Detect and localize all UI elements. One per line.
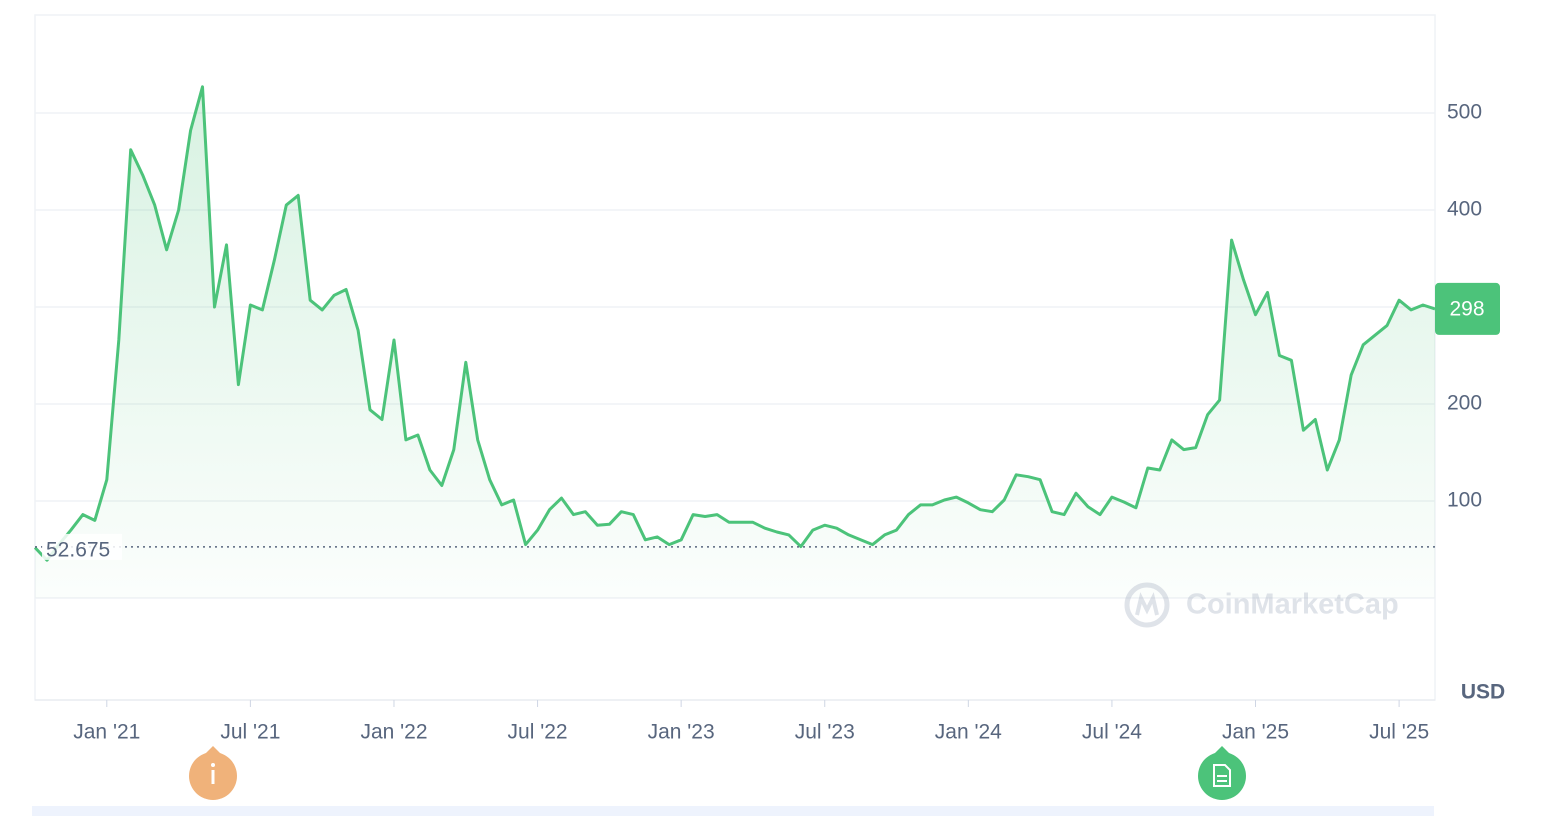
watermark-text: CoinMarketCap bbox=[1186, 589, 1399, 621]
price-area bbox=[35, 86, 1435, 599]
x-tick-label: Jan '21 bbox=[73, 721, 140, 744]
reference-label-bg bbox=[42, 533, 122, 560]
x-tick-label: Jan '22 bbox=[360, 721, 427, 744]
event-marker-info[interactable] bbox=[189, 746, 237, 800]
marker-glyph-dot bbox=[211, 763, 215, 767]
y-tick-label: 100 bbox=[1447, 489, 1482, 512]
x-tick-label: Jan '24 bbox=[935, 721, 1002, 744]
x-tick-label: Jan '23 bbox=[648, 721, 715, 744]
x-tick-label: Jul '21 bbox=[220, 721, 280, 744]
y-tick-label: 400 bbox=[1447, 198, 1482, 221]
marker-pointer bbox=[205, 746, 221, 754]
marker-glyph bbox=[1213, 764, 1231, 787]
x-tick-label: Jul '24 bbox=[1082, 721, 1142, 744]
watermark: CoinMarketCap bbox=[1124, 582, 1399, 628]
event-marker-doc[interactable] bbox=[1198, 746, 1246, 800]
x-tick-label: Jul '22 bbox=[508, 721, 568, 744]
y-tick-label: 500 bbox=[1447, 101, 1482, 124]
price-line bbox=[33, 85, 1436, 562]
reference-label: 52.675 bbox=[46, 538, 110, 561]
current-price-badge bbox=[1435, 282, 1500, 335]
x-tick-label: Jul '23 bbox=[795, 721, 855, 744]
x-tick-label: Jan '25 bbox=[1222, 721, 1289, 744]
marker-pointer bbox=[1214, 746, 1230, 754]
y-tick-label: 200 bbox=[1447, 392, 1482, 415]
watermark-logo-m bbox=[1135, 592, 1159, 616]
navigator-strip bbox=[32, 806, 1434, 816]
currency-label: USD bbox=[1461, 681, 1505, 704]
watermark-logo bbox=[1124, 582, 1170, 628]
x-tick-label: Jul '25 bbox=[1369, 721, 1429, 744]
current-price-label: 298 bbox=[1449, 297, 1484, 320]
marker-glyph bbox=[211, 770, 215, 784]
marks bbox=[33, 85, 1436, 599]
